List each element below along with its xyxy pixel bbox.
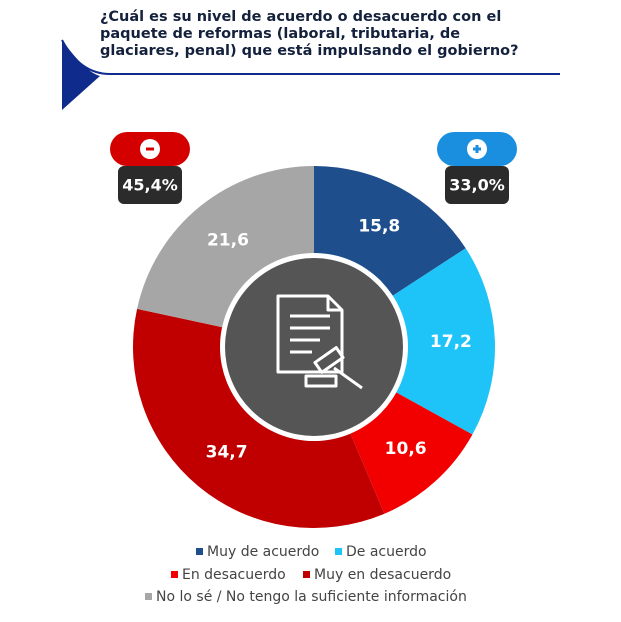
legend-label: Muy en desacuerdo <box>314 567 451 583</box>
icon <box>276 294 363 390</box>
data-label: 10,6 <box>385 439 427 459</box>
decoration <box>62 40 100 110</box>
title-rule <box>61 39 560 75</box>
legend-marker <box>145 593 152 600</box>
center-circle <box>225 258 403 436</box>
legend-label: En desacuerdo <box>182 567 286 583</box>
chart-title: ¿Cuál es su nivel de acuerdo o desacuerd… <box>100 9 519 59</box>
summary-box <box>118 166 182 204</box>
legend-marker <box>196 548 203 555</box>
data-label: 15,8 <box>358 217 400 237</box>
summary-value: 45,4% <box>122 176 178 195</box>
legend-label: Muy de acuerdo <box>207 544 319 560</box>
data-label: 21,6 <box>207 230 249 250</box>
legend-marker <box>335 548 342 555</box>
summary-value: 33,0% <box>449 176 505 195</box>
legend-label: No lo sé / No tengo la suficiente inform… <box>156 589 467 605</box>
data-label: 17,2 <box>430 332 472 352</box>
legend-marker <box>171 571 178 578</box>
legend-marker <box>303 571 310 578</box>
legend-label: De acuerdo <box>346 544 427 560</box>
plus-icon <box>473 145 481 153</box>
summary-box <box>445 166 509 204</box>
legend: Muy de acuerdo De acuerdo En desacuerdo Muy… <box>145 544 467 605</box>
data-label: 34,7 <box>206 442 248 462</box>
